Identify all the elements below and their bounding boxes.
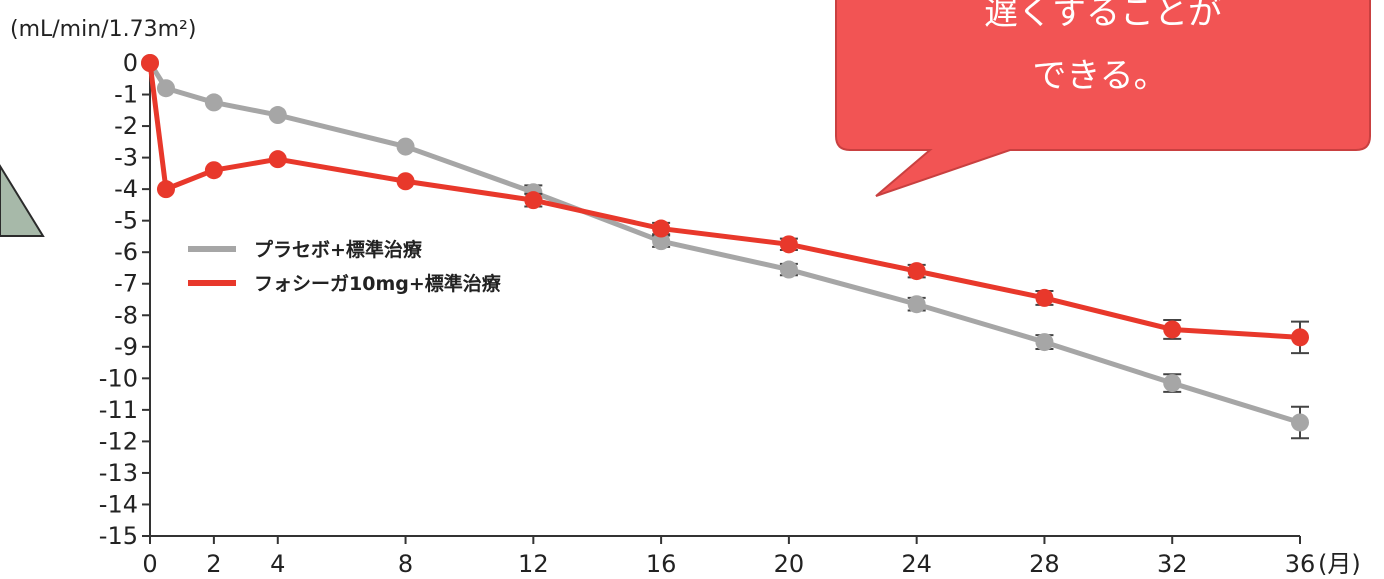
- data-point-placebo: [268, 106, 287, 125]
- y-tick-label: -7: [114, 270, 138, 298]
- x-tick-label: 16: [646, 550, 677, 578]
- callout-shape: [835, 0, 1371, 197]
- x-tick-label: 28: [1029, 550, 1060, 578]
- y-tick-label: -5: [114, 207, 138, 235]
- x-ticks: 0 2 4 8 12 16 20 24 28 32 36: [142, 536, 1315, 578]
- data-point-placebo: [652, 232, 671, 251]
- data-point-placebo: [396, 137, 415, 156]
- y-tick-label: -12: [99, 427, 138, 455]
- callout-line-2: できる。: [1032, 56, 1167, 96]
- decorative-arrow-shape: [0, 164, 45, 237]
- x-tick-label: 24: [901, 550, 932, 578]
- data-point-placebo: [907, 295, 926, 314]
- data-point-forxiga: [268, 150, 287, 169]
- data-point-forxiga: [1163, 320, 1182, 339]
- data-point-forxiga: [652, 219, 671, 238]
- legend: プラセボ+標準治療 フォシーガ10mg+標準治療: [188, 238, 502, 295]
- data-point-forxiga: [1035, 288, 1054, 307]
- x-tick-label: 36: [1285, 550, 1316, 578]
- y-tick-label: -2: [114, 112, 138, 140]
- y-tick-label: -9: [114, 333, 138, 361]
- data-point-placebo: [156, 79, 175, 98]
- x-tick-label: 4: [270, 550, 285, 578]
- data-point-placebo: [779, 260, 798, 279]
- x-tick-label: 12: [518, 550, 549, 578]
- data-point-forxiga: [524, 191, 543, 210]
- series-layer: [141, 54, 1309, 440]
- data-point-forxiga: [156, 180, 175, 199]
- data-point-forxiga: [1291, 328, 1309, 347]
- data-point-placebo: [1291, 413, 1309, 432]
- data-point-placebo: [1163, 374, 1182, 393]
- x-tick-label: 8: [398, 550, 413, 578]
- data-point-forxiga: [907, 262, 926, 281]
- callout-bubble: 遅くすることが できる。: [835, 0, 1371, 197]
- y-tick-label: -3: [114, 144, 138, 172]
- y-tick-label: -15: [99, 522, 138, 550]
- y-tick-label: -14: [99, 490, 138, 518]
- x-tick-label: 2: [206, 550, 221, 578]
- data-point-forxiga: [779, 235, 798, 254]
- y-tick-label: -13: [99, 459, 138, 487]
- y-tick-label: -8: [114, 301, 138, 329]
- data-point-forxiga: [396, 172, 415, 191]
- x-tick-label: 20: [774, 550, 805, 578]
- legend-label-forxiga: フォシーガ10mg+標準治療: [254, 272, 502, 295]
- y-tick-label: -1: [114, 81, 138, 109]
- y-tick-label: -6: [114, 238, 138, 266]
- callout-line-1: 遅くすることが: [984, 0, 1222, 33]
- data-point-forxiga: [204, 161, 223, 180]
- y-tick-label: -11: [99, 396, 138, 424]
- x-tick-label: 32: [1157, 550, 1188, 578]
- y-tick-label: 0: [123, 49, 138, 77]
- y-tick-label: -10: [99, 364, 138, 392]
- y-unit-label: (mL/min/1.73m²): [10, 17, 196, 42]
- data-point-forxiga: [141, 54, 159, 72]
- x-tick-label: 0: [142, 550, 157, 578]
- y-ticks: 0 -1 -2 -3 -4 -5 -6 -7 -8 -9 -10 -11 -12 -13 -14 -15: [99, 49, 150, 550]
- y-tick-label: -4: [114, 175, 138, 203]
- legend-label-placebo: プラセボ+標準治療: [254, 238, 423, 261]
- x-unit-label: (月): [1318, 550, 1361, 578]
- data-point-placebo: [204, 93, 223, 112]
- data-point-placebo: [1035, 333, 1054, 352]
